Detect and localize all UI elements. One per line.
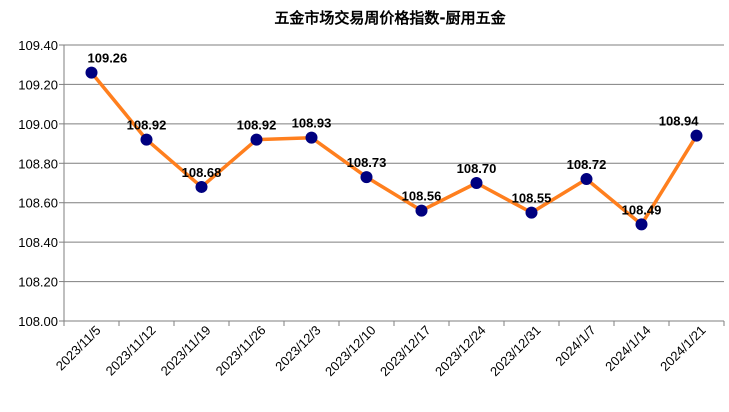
data-label: 108.93 (292, 116, 332, 131)
x-tick-labels: 2023/11/5 2023/11/12 2023/11/19 2023/11/26 2… (53, 323, 709, 380)
y-tick-label: 109.00 (18, 117, 58, 132)
data-point (360, 171, 373, 184)
data-labels: 109.26 108.92 108.68 108.92 108.93 108.73 108.… (88, 51, 700, 218)
data-point (415, 204, 428, 217)
y-tick-label: 109.20 (18, 77, 58, 92)
y-tick-label: 109.40 (18, 38, 58, 53)
x-tick-label: 2023/11/12 (103, 323, 159, 379)
data-label: 108.49 (622, 202, 662, 217)
data-point (635, 218, 648, 231)
series-line-path (90, 71, 698, 227)
data-label: 108.55 (512, 191, 552, 206)
data-point (305, 131, 318, 144)
data-label: 108.92 (237, 118, 277, 133)
data-label: 108.73 (347, 155, 387, 170)
y-tick-label: 108.60 (18, 196, 58, 211)
data-point (195, 180, 208, 193)
x-tick-label: 2024/1/21 (657, 323, 709, 375)
data-label: 108.92 (127, 118, 167, 133)
data-point (85, 66, 98, 79)
x-tick-label: 2023/12/10 (322, 323, 379, 380)
y-tick-label: 108.40 (18, 235, 58, 250)
data-point (690, 129, 703, 142)
data-point (250, 133, 263, 146)
data-label: 108.68 (182, 165, 222, 180)
x-tick-label: 2023/12/17 (377, 323, 434, 380)
y-tick-label: 108.80 (18, 156, 58, 171)
x-tick-label: 2023/11/19 (158, 323, 214, 379)
x-tick-label: 2023/11/26 (213, 323, 269, 379)
chart-title: 五金市场交易周价格指数-厨用五金 (274, 9, 506, 27)
x-tick-label: 2024/1/7 (552, 323, 598, 369)
x-tick-label: 2023/11/5 (53, 323, 104, 374)
gridlines (64, 44, 724, 322)
axes (59, 44, 725, 326)
data-point (580, 173, 593, 186)
x-tick-label: 2023/12/24 (432, 323, 489, 380)
data-label: 108.56 (402, 189, 442, 204)
data-point (140, 133, 153, 146)
data-label: 109.26 (88, 51, 128, 66)
x-tick-label: 2024/1/14 (602, 323, 654, 375)
data-label: 108.94 (659, 114, 700, 129)
x-tick-label: 2023/12/3 (272, 323, 324, 375)
data-label: 108.72 (567, 157, 607, 172)
y-tick-label: 108.00 (18, 314, 58, 329)
y-tick-label: 108.20 (18, 275, 58, 290)
data-point (470, 177, 483, 189)
x-tick-label: 2023/12/31 (487, 323, 544, 380)
series-markers (85, 66, 703, 231)
data-point (525, 206, 538, 219)
y-tick-labels: 108.00 108.20 108.40 108.60 108.80 109.00 109.… (18, 38, 58, 329)
series-line (90, 71, 698, 227)
data-label: 108.70 (457, 161, 497, 176)
